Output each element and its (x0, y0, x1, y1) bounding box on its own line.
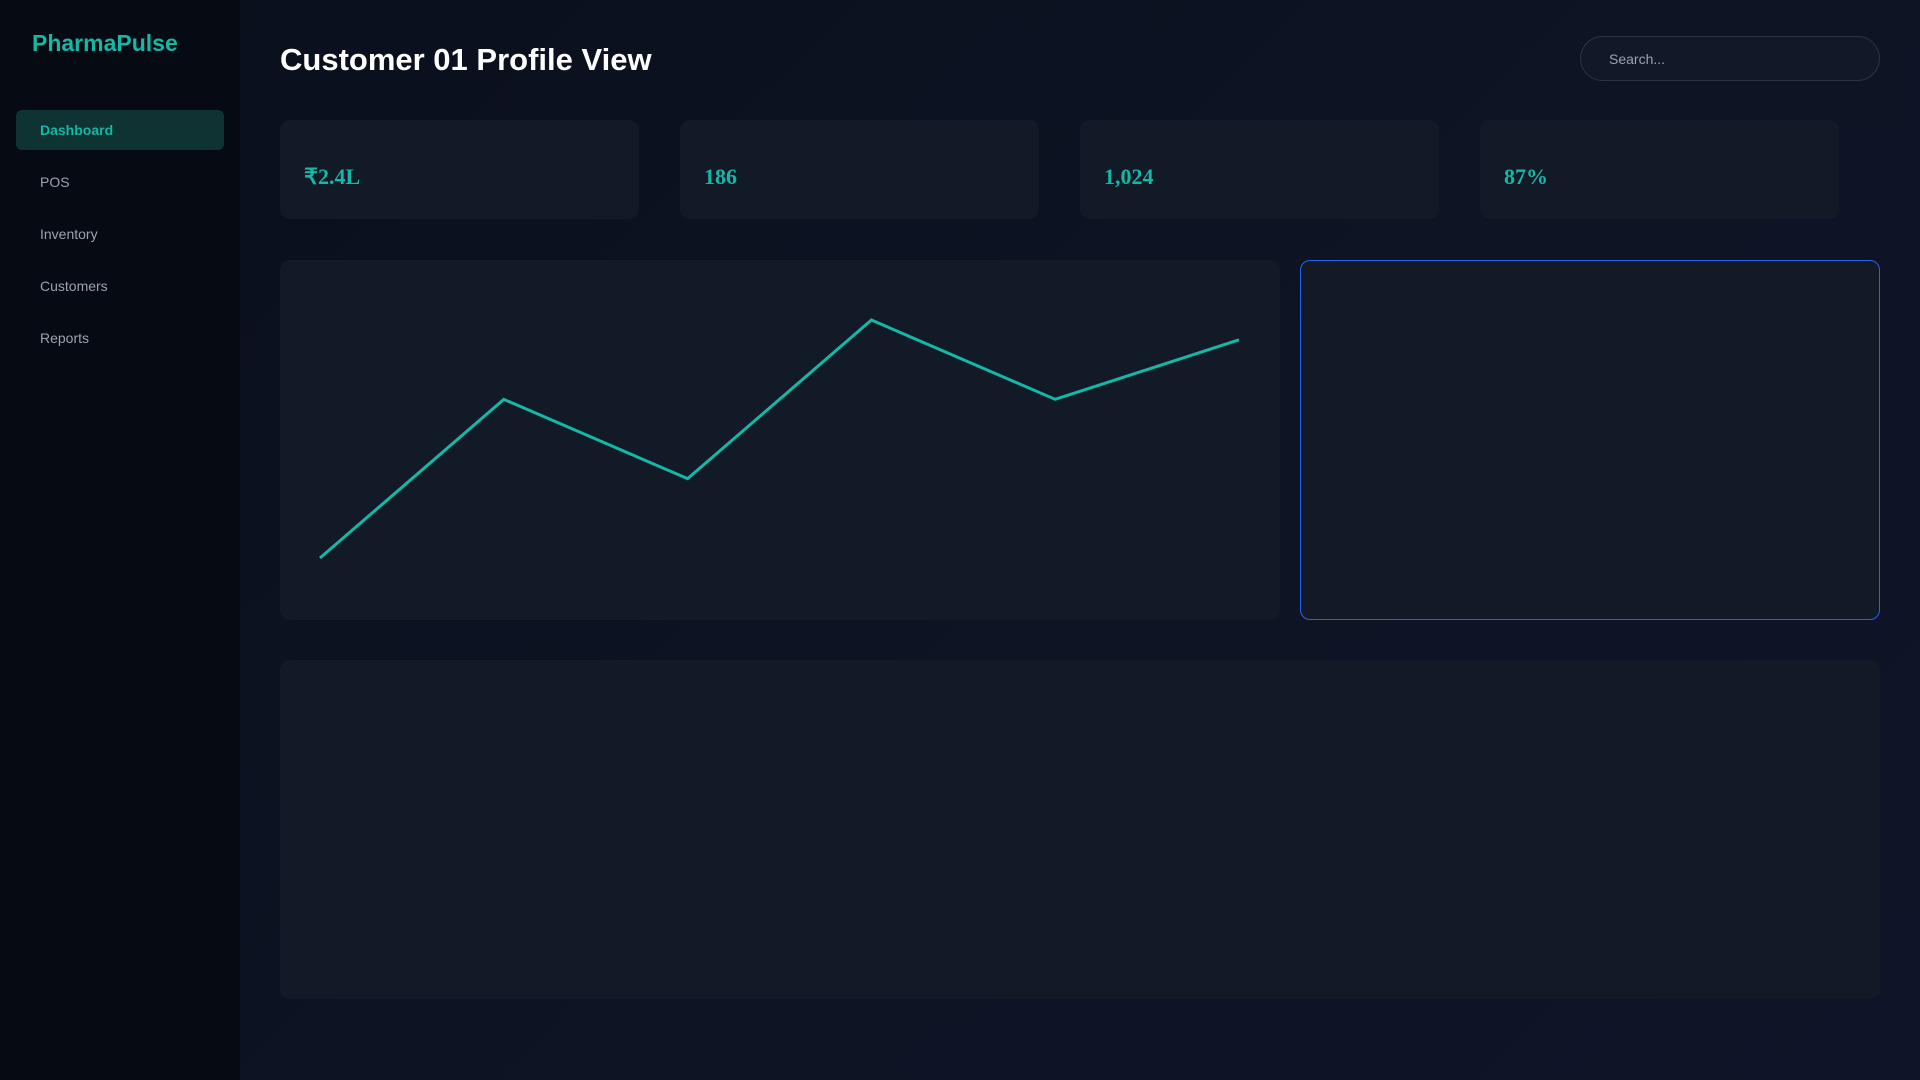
line-chart (319, 318, 1240, 560)
nav-item[interactable]: Inventory (40, 226, 98, 242)
kpi-card: ₹2.4L (280, 120, 639, 219)
nav-item[interactable]: Dashboard (16, 110, 224, 150)
logo: PharmaPulse (32, 30, 178, 56)
nav-item[interactable]: Reports (40, 330, 90, 346)
nav-item[interactable]: Customers (40, 278, 108, 294)
kpi-card: 87% (1480, 120, 1839, 219)
kpi-card: 186 (680, 120, 1039, 219)
nav-item[interactable]: POS (40, 174, 70, 190)
table-card (280, 660, 1880, 999)
panel-card (1300, 260, 1880, 620)
sidebar: PharmaPulse Dashboard POS Inventory Cust… (0, 0, 240, 1080)
line-series (319, 318, 1240, 560)
page-title: Customer 01 Profile View (280, 42, 652, 77)
chart-card (280, 260, 1280, 620)
kpi-card: 1,024 (1080, 120, 1439, 219)
kpi-value: 87% (1504, 164, 1548, 189)
kpi-value: ₹2.4L (304, 164, 361, 189)
search-input[interactable] (1580, 36, 1880, 81)
kpi-value: 1,024 (1104, 164, 1154, 189)
kpi-value: 186 (704, 164, 737, 189)
